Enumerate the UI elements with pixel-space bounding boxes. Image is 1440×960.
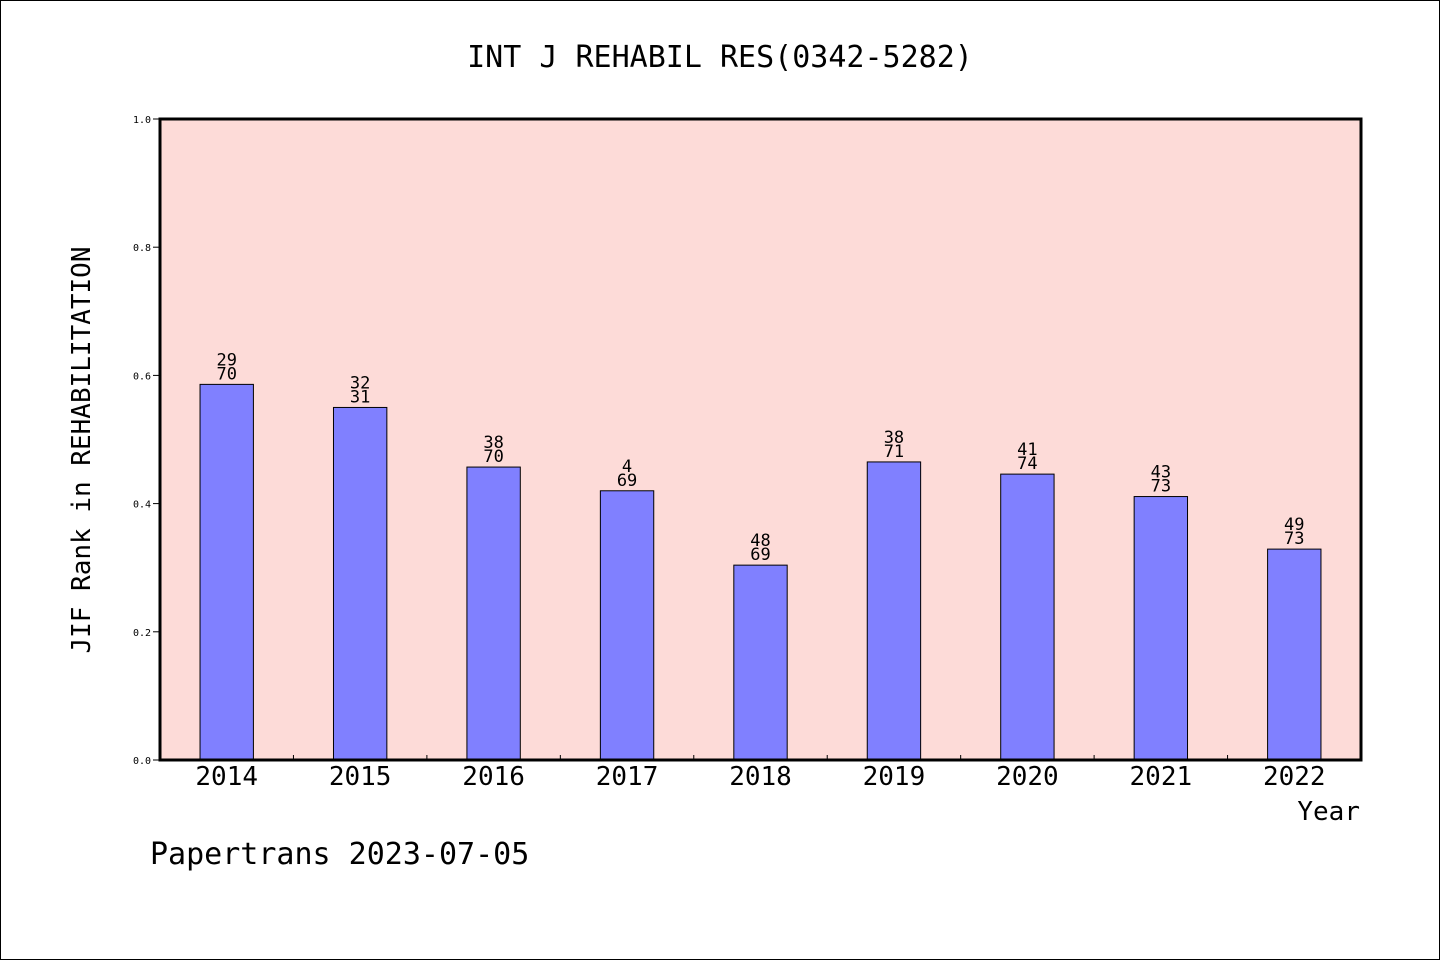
bar-label-rank: 48 xyxy=(750,531,770,551)
bar-label-rank: 38 xyxy=(483,433,503,453)
plot-border xyxy=(158,117,1363,762)
x-tick-label: 2018 xyxy=(729,762,792,792)
x-tick-label: 2016 xyxy=(462,762,525,792)
bar-label-rank: 4 xyxy=(622,457,632,477)
bar xyxy=(866,461,922,761)
bar-label-total: 69 xyxy=(750,545,770,565)
bar xyxy=(332,406,388,761)
bar xyxy=(466,466,521,761)
bar xyxy=(733,564,788,761)
y-tick-label: 0.2 xyxy=(133,628,151,639)
bar-label-rank: 49 xyxy=(1284,515,1304,535)
x-tick-label: 2017 xyxy=(596,762,659,792)
bar xyxy=(599,490,655,761)
bar xyxy=(199,383,254,761)
bar-label-rank: 32 xyxy=(350,373,370,393)
y-tick-label: 0.4 xyxy=(133,500,151,511)
bar xyxy=(1133,496,1189,761)
y-tick-label: 0.6 xyxy=(133,371,151,382)
footer-text: Papertrans 2023-07-05 xyxy=(150,837,529,872)
bar-label-total: 74 xyxy=(1017,454,1037,474)
bar-label-total: 70 xyxy=(216,364,236,384)
bar-label-total: 71 xyxy=(884,442,904,462)
x-axis-label: Year xyxy=(1297,797,1360,827)
bar-label-total: 70 xyxy=(483,447,503,467)
bar-label-rank: 38 xyxy=(884,428,904,448)
bar-label-rank: 29 xyxy=(216,350,236,370)
x-tick-label: 2015 xyxy=(329,762,392,792)
x-tick-label: 2019 xyxy=(863,762,926,792)
bar-label-total: 69 xyxy=(617,471,637,491)
chart-title: INT J REHABIL RES(0342-5282) xyxy=(467,40,973,75)
x-tick-label: 2014 xyxy=(195,762,258,792)
bar-label-total: 31 xyxy=(350,387,370,407)
y-axis-label: JIF Rank in REHABILITATION xyxy=(67,247,97,654)
bar-label-total: 73 xyxy=(1284,529,1304,549)
bar-label-rank: 43 xyxy=(1151,463,1171,483)
y-tick-label: 0.8 xyxy=(133,243,151,254)
bar-label-total: 73 xyxy=(1151,477,1171,497)
x-tick-label: 2021 xyxy=(1130,762,1193,792)
bar-label-rank: 41 xyxy=(1017,440,1037,460)
bar xyxy=(1267,548,1322,761)
y-tick-label: 0.0 xyxy=(133,756,151,767)
x-tick-label: 2022 xyxy=(1263,762,1326,792)
bar xyxy=(1000,473,1055,761)
x-tick-label: 2020 xyxy=(996,762,1059,792)
y-tick-label: 1.0 xyxy=(133,115,151,126)
axis-ticks: 2014 2015 2016 2017 2018 2019 2020 2021 2022 0.0 0… xyxy=(133,115,1326,792)
